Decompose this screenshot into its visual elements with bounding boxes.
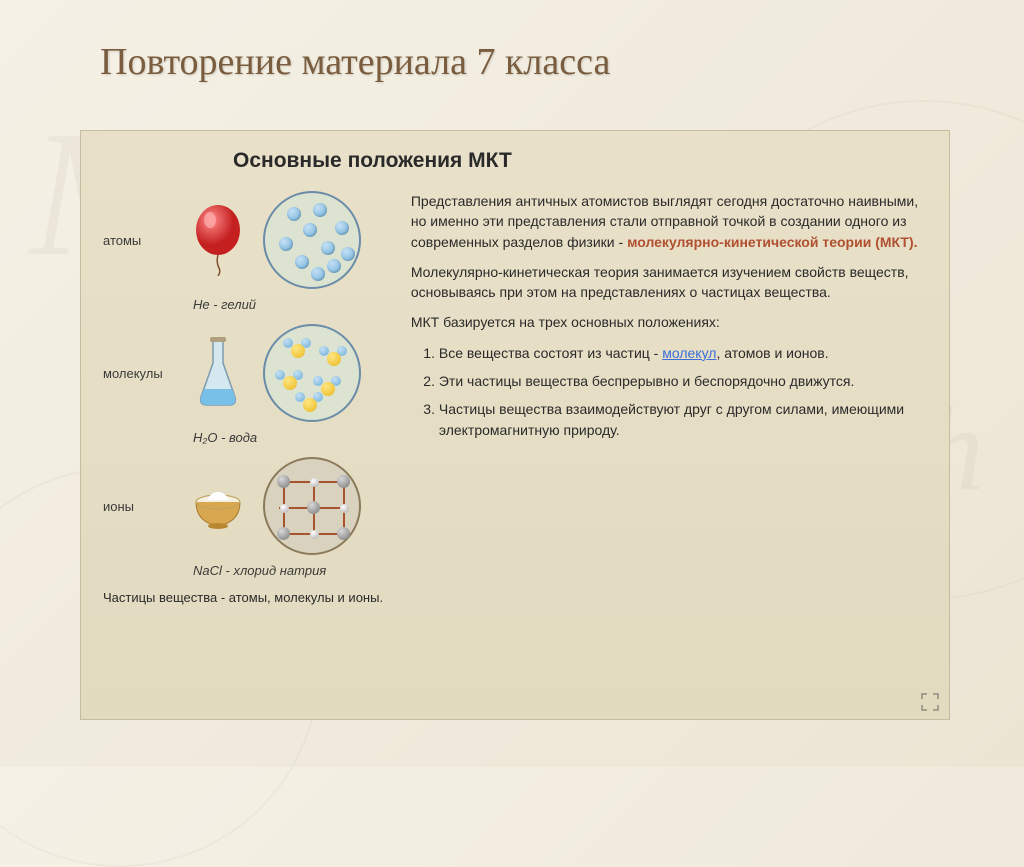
- molecules-label: молекулы: [103, 366, 173, 381]
- salt-bowl-icon: [183, 480, 253, 532]
- helium-diagram: [263, 191, 361, 289]
- text: , атомов и ионов.: [716, 345, 828, 361]
- water-formula: H₂O - вода: [193, 430, 391, 445]
- text-column: Представления античных атомистов выглядя…: [411, 191, 927, 605]
- molecule-link[interactable]: молекул: [662, 345, 716, 361]
- atoms-label: атомы: [103, 233, 173, 248]
- flask-icon: [183, 335, 253, 411]
- paragraph-2: Молекулярно-кинетическая теория занимает…: [411, 262, 927, 303]
- water-diagram: [263, 324, 361, 422]
- content-panel: Основные положения МКТ атомы: [80, 130, 950, 720]
- diagram-column: атомы: [103, 191, 391, 605]
- ions-row: ионы: [103, 457, 391, 555]
- list-item: Эти частицы вещества беспрерывно и беспо…: [439, 371, 927, 391]
- diagram-caption: Частицы вещества - атомы, молекулы и ион…: [103, 590, 391, 605]
- nacl-diagram: [263, 457, 361, 555]
- panel-subtitle: Основные положения МКТ: [233, 149, 927, 173]
- list-item: Все вещества состоят из частиц - молекул…: [439, 343, 927, 363]
- atoms-row: атомы: [103, 191, 391, 289]
- ions-label: ионы: [103, 499, 173, 514]
- helium-formula: He - гелий: [193, 297, 391, 312]
- mkt-term: молекулярно-кинетической теории (МКТ).: [627, 234, 917, 250]
- paragraph-1: Представления античных атомистов выглядя…: [411, 191, 927, 252]
- balloon-icon: [183, 204, 253, 276]
- nacl-formula: NaCl - хлорид натрия: [193, 563, 391, 578]
- mkt-postulates-list: Все вещества состоят из частиц - молекул…: [439, 343, 927, 440]
- expand-icon[interactable]: [921, 693, 939, 711]
- list-item: Частицы вещества взаимодействуют друг с …: [439, 399, 927, 440]
- page-title: Повторение материала 7 класса: [100, 40, 610, 84]
- text: Все вещества состоят из частиц -: [439, 345, 662, 361]
- molecules-row: молекулы: [103, 324, 391, 422]
- paragraph-3: МКТ базируется на трех основных положени…: [411, 312, 927, 332]
